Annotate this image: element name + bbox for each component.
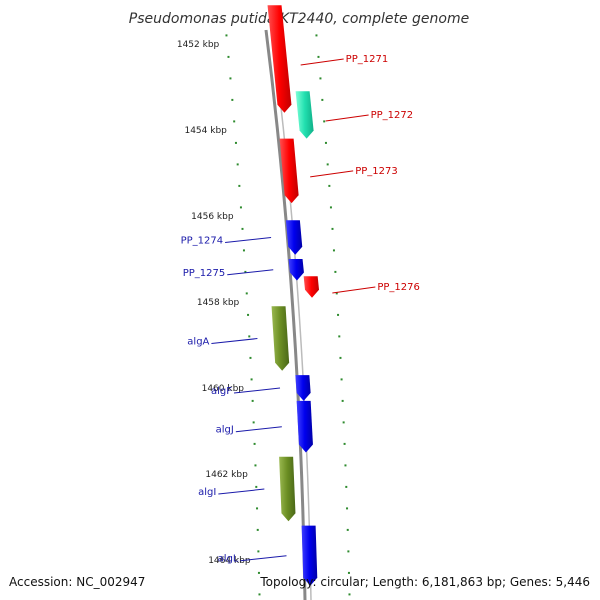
gene-label-leader: [227, 269, 274, 276]
gene-label: algJ: [216, 425, 234, 436]
gene-label: PP_1275: [183, 268, 226, 279]
gene-label: PP_1276: [377, 282, 420, 293]
gene-label-leader: [235, 426, 282, 433]
gene-algF: [295, 375, 311, 401]
scale-ticks-right: [315, 34, 351, 596]
genome-backbone: [264, 29, 307, 600]
gene-label-leader: [325, 114, 369, 122]
scale-label: 1456 kbp: [191, 212, 234, 222]
gene-algL: [301, 525, 318, 586]
gene-PP_1276: [303, 276, 320, 298]
gene-label: algF: [211, 386, 232, 397]
gene-label: PP_1273: [355, 166, 398, 177]
gene-label-leader: [233, 387, 281, 394]
genome-summary-text: Topology: circular; Length: 6,181,863 bp…: [259, 575, 590, 589]
gene-label-leader: [310, 170, 354, 178]
gene-label-leader: [211, 338, 258, 345]
gene-features: [267, 5, 320, 586]
scale-label: 1460 kbp: [202, 384, 245, 394]
gene-labels: PP_1271 PP_1272 PP_1273 PP_1274 PP_1275 PP_12…: [181, 54, 420, 565]
gene-label-leader: [332, 286, 376, 294]
gene-label: algL: [218, 554, 239, 565]
gene-label: algA: [187, 337, 209, 348]
scale-label: 1462 kbp: [205, 470, 248, 480]
scale-label: 1464 kbp: [208, 556, 251, 566]
accession-text: Accession: NC_002947: [9, 575, 145, 589]
gene-label: algI: [198, 487, 216, 498]
scale-label: 1454 kbp: [184, 126, 227, 136]
gene-PP_1274: [285, 220, 303, 255]
gene-label-leader: [225, 237, 272, 243]
gene-PP_1272: [295, 91, 314, 139]
gene-PP_1271: [267, 5, 292, 113]
gene-algA: [271, 306, 290, 371]
map-title: Pseudomonas putida KT2440, complete geno…: [129, 11, 469, 27]
gene-algJ: [296, 400, 313, 453]
gene-label-leader: [218, 488, 265, 495]
scale-label: 1452 kbp: [177, 40, 220, 50]
gene-PP_1275: [288, 259, 304, 281]
scale-label: 1458 kbp: [197, 298, 240, 308]
gene-label-leader: [240, 555, 287, 562]
gene-label: PP_1272: [371, 110, 414, 121]
scale-ticks-left: [225, 34, 261, 596]
scale-labels: 1452 kbp 1454 kbp 1456 kbp 1458 kbp 1460 kbp…: [177, 40, 251, 566]
gene-PP_1273: [279, 138, 299, 204]
gene-label-leader: [300, 58, 344, 66]
gene-algI: [279, 456, 296, 522]
gene-label: PP_1271: [346, 54, 389, 65]
gene-label: PP_1274: [181, 236, 224, 247]
